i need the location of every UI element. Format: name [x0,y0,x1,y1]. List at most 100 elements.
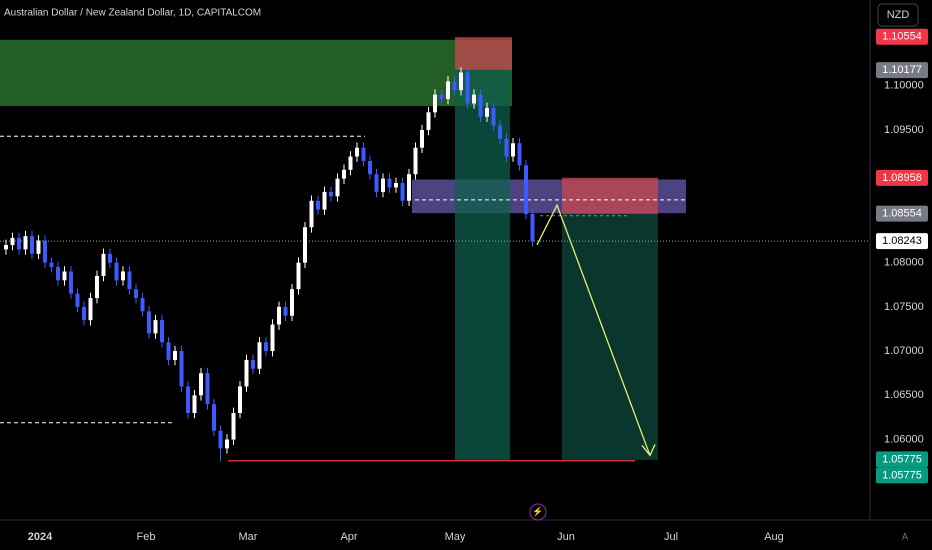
candle-body [82,306,86,321]
price-badge-label: 1.10554 [882,31,922,43]
candle-body [231,412,236,440]
candle-body [36,240,41,254]
price-badge-label: 1.05775 [882,453,922,465]
candle-body [381,178,385,192]
candle-body [121,271,125,281]
currency-label: NZD [887,9,910,21]
candle-body [108,253,112,263]
candle-body [166,342,171,360]
y-tick-label: 1.07000 [884,345,924,357]
candle-body [439,94,444,100]
candle-body [277,306,281,325]
price-badge [876,205,928,222]
chart-title: Australian Dollar / New Zealand Dollar, … [4,8,261,19]
price-badge [876,169,928,186]
candle-body [303,227,307,263]
candle-body [95,275,99,299]
candle-body [88,298,93,321]
price-badge-label: 1.08243 [882,235,922,247]
candle-body [218,430,223,449]
candle-body [140,298,145,312]
candle-body [199,373,203,396]
candle-body [101,253,106,276]
candle-body [368,160,372,175]
candle-body [335,178,340,197]
event-icon-glyph: ⚡ [532,505,543,517]
x-tick-label: Aug [764,531,784,543]
candle-body [160,320,164,343]
price-badge-label: 1.10177 [882,64,922,76]
candle-body [413,147,418,175]
price-badge [876,62,928,79]
candle-body [114,262,119,281]
candle-body [446,81,450,100]
candle-body [342,169,346,179]
candle-body [62,271,67,281]
candle-body [296,262,301,290]
x-tick-label: Apr [340,531,357,543]
price-badge [876,28,928,45]
candle-body [43,240,47,263]
x-tick-label: Mar [239,531,258,543]
candle-body [153,320,158,334]
candle-body [400,183,405,201]
x-tick-label: Jun [557,531,575,543]
candle-body [452,81,457,91]
projection-arrow [536,203,651,456]
candle-body [290,289,294,316]
price-badge-label: 1.08958 [882,172,922,184]
candle-body [478,94,483,117]
candle-body [394,183,398,188]
y-tick-label: 1.08000 [884,257,924,269]
arrow-head [641,444,656,457]
candle-body [49,262,54,268]
candle-body [517,143,522,166]
y-tick-label: 1.06500 [884,389,924,401]
candle-body [348,156,353,170]
candle-body [420,130,424,148]
auto-scale-label[interactable]: A [902,531,908,541]
zone [455,37,512,70]
candle-body [316,200,320,210]
candle-body [251,359,255,369]
candle-body [270,324,275,352]
candle-body [530,214,535,242]
candle-body [329,191,333,197]
candle-body [4,244,8,250]
event-icon[interactable] [529,503,547,521]
candle-body [30,236,34,254]
zone [0,39,512,107]
candle-body [238,386,242,413]
candle-body [433,94,437,113]
candle-body [309,200,314,228]
candle-body [511,143,515,157]
candle-body [179,351,184,387]
candle-body [212,404,216,431]
price-badge-label: 1.05775 [882,469,922,481]
candle-body [459,72,463,91]
candle-body [361,147,366,161]
candle-body [75,293,80,307]
zone [562,177,658,215]
price-badge [876,467,928,484]
price-badge-label: 1.08554 [882,208,922,220]
candle-body [127,271,132,290]
candle-body [225,439,229,449]
candle-body [56,267,60,281]
x-tick-label: 2024 [28,531,53,543]
candle-body [491,107,496,126]
candle-body [23,236,28,250]
y-tick-label: 1.10000 [884,80,924,92]
candle-body [498,125,502,139]
price-badge [876,233,928,250]
zone [562,214,658,460]
candle-body [69,271,73,294]
candle-body [374,174,379,192]
candle-body [426,112,431,130]
currency-button[interactable] [877,3,919,27]
candle-body [192,395,197,413]
candle-body [17,237,21,250]
candle-body [186,386,190,413]
candle-body [205,373,210,405]
